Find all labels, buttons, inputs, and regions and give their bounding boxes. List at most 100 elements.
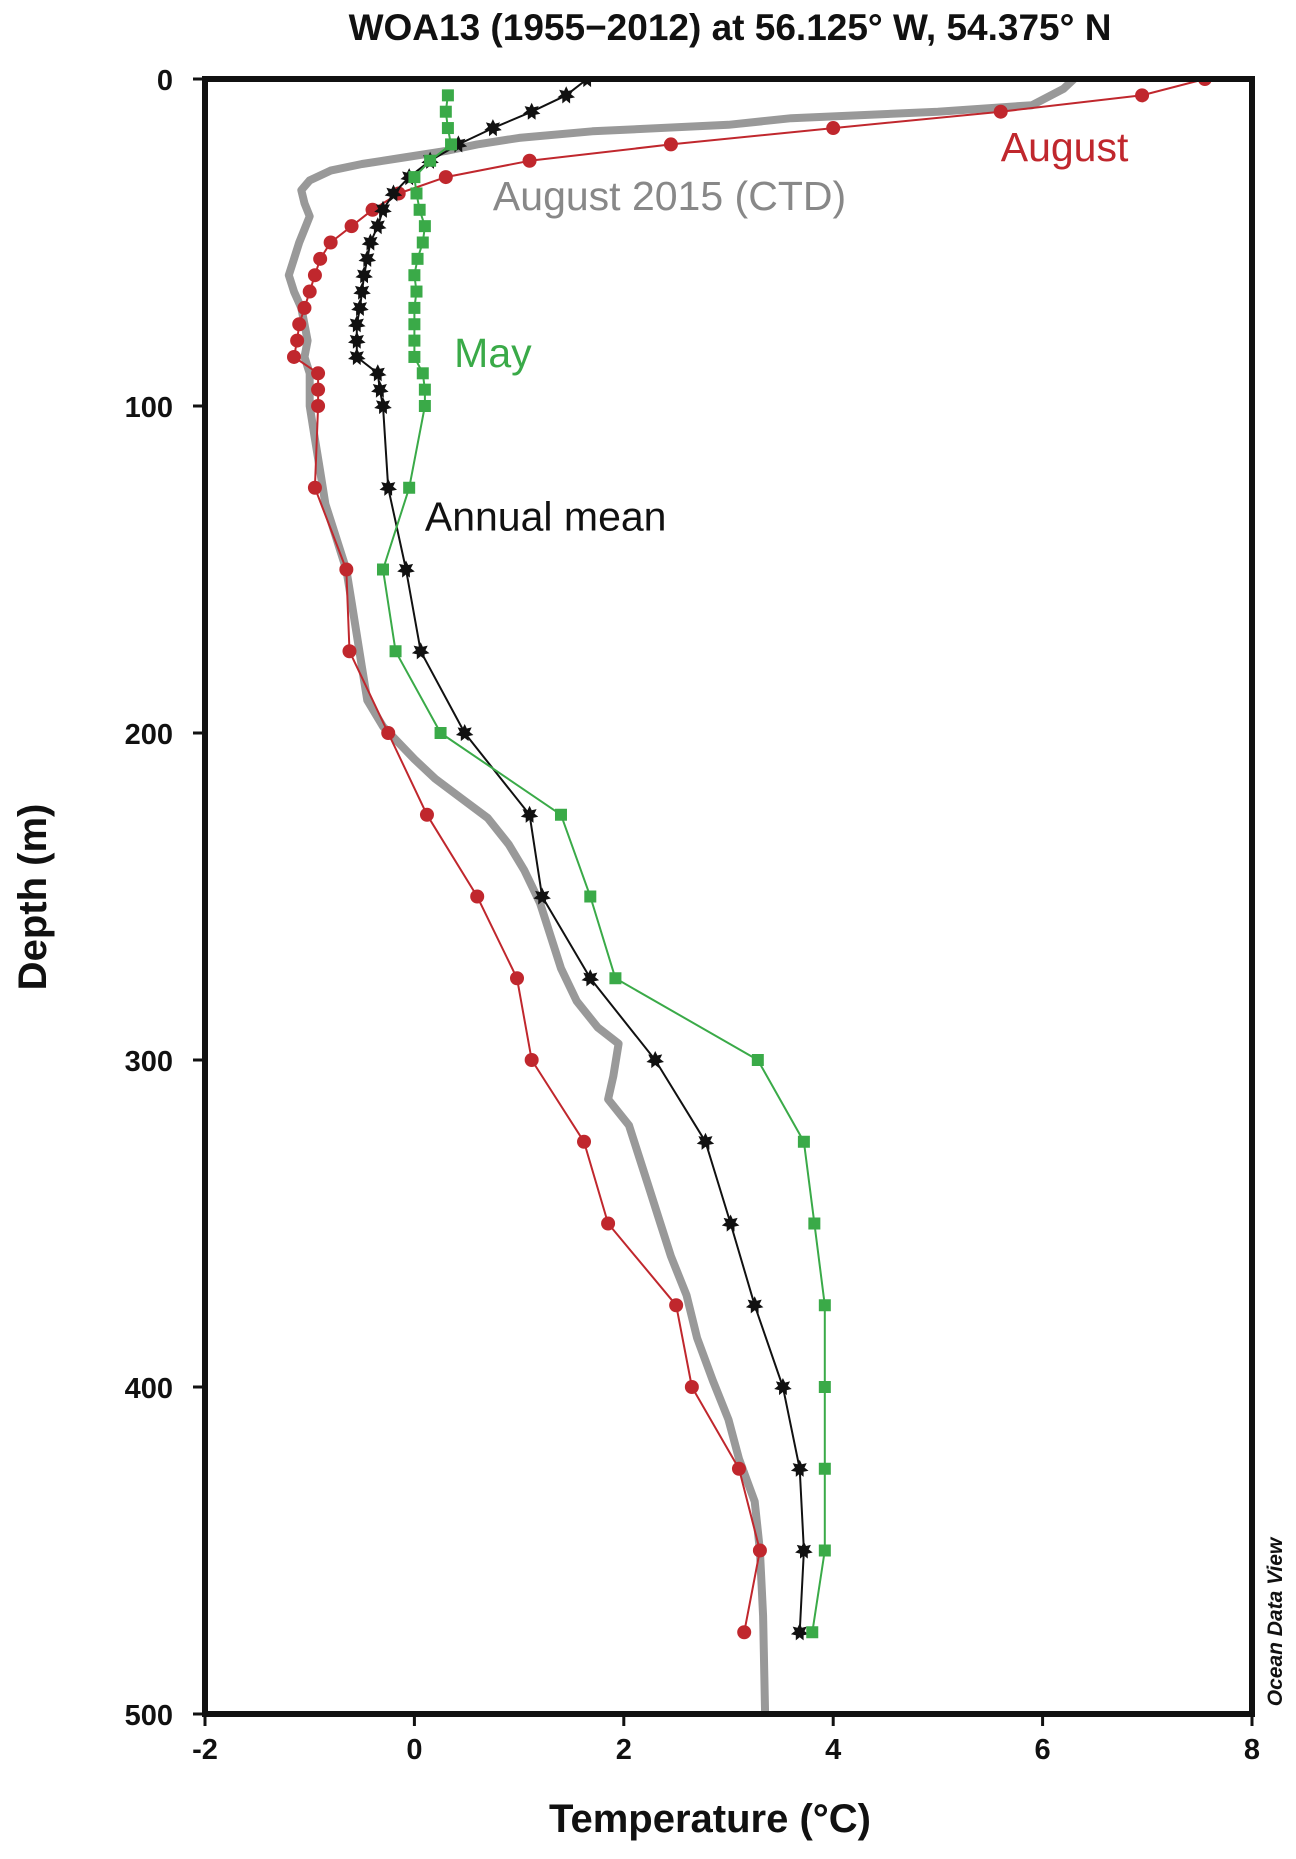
may-point <box>408 350 421 363</box>
annual-mean-point <box>721 1214 740 1232</box>
august-point <box>292 317 307 332</box>
series-label-august: August <box>1001 124 1129 170</box>
x-tick-label: -2 <box>192 1734 218 1766</box>
annual-mean-point <box>369 217 387 235</box>
august-point <box>307 268 322 283</box>
annual-mean-point <box>411 642 430 660</box>
may-point <box>408 318 421 331</box>
annual-mean-point <box>379 478 397 496</box>
may-point <box>797 1135 810 1148</box>
y-tick-label: 100 <box>125 392 173 424</box>
may-point <box>806 1626 819 1639</box>
august-point <box>307 480 322 495</box>
plot-frame <box>202 76 1255 1717</box>
may-point <box>408 171 421 184</box>
august-point <box>311 382 326 397</box>
may-series <box>376 89 831 1639</box>
y-tick-label: 300 <box>125 1046 173 1078</box>
august-point <box>1135 88 1150 103</box>
annual-mean-point <box>369 364 387 382</box>
august-point <box>470 889 485 904</box>
annual-mean-point <box>581 969 600 987</box>
y-tick-label: 0 <box>157 65 173 97</box>
august-point <box>524 1053 539 1067</box>
ocean-data-view-credit: Ocean Data View <box>1264 1536 1287 1706</box>
may-point <box>609 972 622 985</box>
x-tick-label: 8 <box>1244 1734 1260 1766</box>
august-point <box>438 170 453 185</box>
august-point <box>323 235 338 250</box>
y-axis-label: Depth (m) <box>11 804 55 991</box>
august-point <box>286 349 301 364</box>
august-point <box>311 366 326 381</box>
august-point <box>684 1380 699 1394</box>
may-point <box>376 563 389 576</box>
may-point <box>418 220 431 233</box>
annual-mean-point <box>745 1296 764 1314</box>
august-point <box>290 333 305 348</box>
may-point <box>403 481 416 494</box>
annual-mean-point <box>696 1132 715 1150</box>
august-point <box>342 644 357 659</box>
annual-mean-point <box>646 1051 664 1069</box>
august-point <box>577 1134 592 1149</box>
may-point <box>408 334 421 347</box>
may-point <box>416 367 429 380</box>
may-point <box>408 269 421 282</box>
august-2015-ctd-series <box>284 79 1078 1714</box>
annual-mean-point <box>374 200 392 218</box>
august-point <box>663 137 678 152</box>
x-tick-label: 2 <box>616 1734 632 1766</box>
august-point <box>601 1216 616 1231</box>
annual-mean-point <box>384 184 403 202</box>
may-point <box>439 105 452 118</box>
x-axis-label: Temperature (°C) <box>549 1797 871 1841</box>
annual-mean-point <box>790 1623 809 1641</box>
may-point <box>554 808 567 821</box>
plot-area <box>284 79 1212 1714</box>
series-label-annual-mean: Annual mean <box>425 493 667 539</box>
may-point <box>818 1462 831 1475</box>
may-point <box>389 645 402 658</box>
may-point <box>751 1054 764 1066</box>
annual-mean-point <box>361 233 380 251</box>
may-point <box>441 122 454 135</box>
x-tick-label: 6 <box>1035 1734 1051 1766</box>
may-point <box>411 252 424 265</box>
august-point <box>752 1543 767 1558</box>
may-point <box>445 138 458 151</box>
annual-mean-point <box>348 331 366 349</box>
may-point <box>410 187 423 200</box>
august-point <box>419 807 434 822</box>
august-point <box>522 153 537 168</box>
may-point <box>410 285 423 298</box>
annual-mean-line <box>355 79 805 1634</box>
chart-title: WOA13 (1955−2012) at 56.125° W, 54.375° … <box>349 7 1112 48</box>
may-point <box>818 1299 831 1312</box>
may-line <box>382 94 826 1634</box>
august-point <box>669 1298 684 1313</box>
x-tick-label: 0 <box>406 1734 422 1766</box>
annual-mean-point <box>358 249 377 267</box>
annual-mean-point <box>520 805 539 823</box>
may-point <box>408 301 421 314</box>
august-point <box>365 202 380 217</box>
annual-mean-point <box>795 1541 813 1559</box>
annual-mean-point <box>348 315 366 333</box>
annual-mean-point <box>397 560 415 578</box>
series-label-august-2015-ctd: August 2015 (CTD) <box>493 173 846 219</box>
may-point <box>418 383 431 396</box>
may-point <box>584 890 597 903</box>
y-tick-label: 400 <box>125 1373 173 1405</box>
august-point <box>313 251 328 266</box>
may-point <box>424 154 437 167</box>
annual-mean-point <box>774 1378 792 1396</box>
may-point <box>441 89 454 102</box>
annual-mean-point <box>522 102 541 120</box>
annual-mean-point <box>557 86 575 104</box>
august-point <box>381 726 396 740</box>
august-point <box>731 1461 746 1476</box>
annual-mean-point <box>353 282 371 300</box>
may-point <box>434 727 447 739</box>
